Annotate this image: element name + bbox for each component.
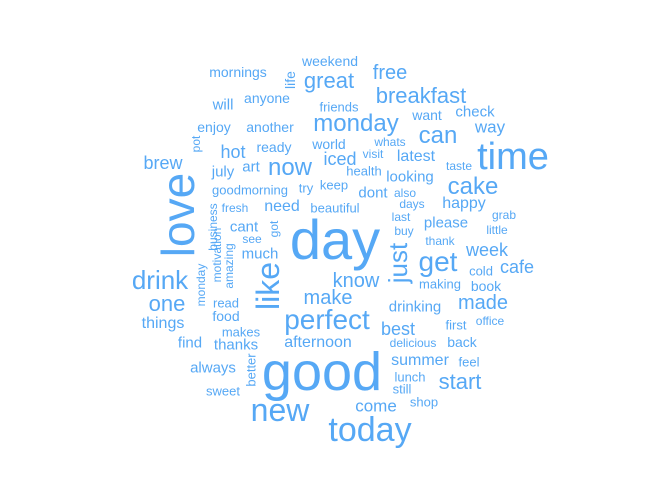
cloud-word: whats (374, 135, 406, 149)
cloud-word: monday (194, 263, 208, 307)
cloud-word: things (141, 315, 185, 332)
cloud-word: got (267, 220, 281, 238)
cloud-word: cafe (499, 257, 535, 277)
cloud-word: way (474, 117, 506, 137)
cloud-word: now (267, 154, 313, 181)
cloud-word: makes (221, 324, 261, 340)
cloud-word: office (475, 314, 505, 328)
cloud-word: life (282, 71, 298, 89)
cloud-word: better (243, 353, 259, 387)
cloud-word: ready (256, 139, 292, 155)
cloud-word: like (250, 261, 286, 311)
cloud-word: see (242, 232, 262, 246)
cloud-word: start (438, 369, 482, 394)
cloud-word: looking (386, 168, 434, 186)
cloud-word: keep (319, 177, 349, 193)
cloud-word: monday (313, 110, 399, 137)
cloud-word: please (423, 214, 469, 232)
cloud-word: mornings (209, 64, 267, 80)
cloud-word: thanks (213, 336, 259, 354)
cloud-word: goodmorning (212, 182, 288, 198)
cloud-word: little (486, 223, 508, 237)
cloud-word: great (303, 68, 355, 93)
cloud-word: cake (447, 173, 499, 200)
cloud-word: making (419, 276, 461, 292)
cloud-word: days (399, 197, 425, 211)
cloud-word: cant (229, 218, 259, 236)
cloud-word: thank (425, 234, 455, 248)
cloud-word: july (211, 163, 235, 181)
cloud-word: dont (358, 184, 388, 202)
cloud-word: just (383, 242, 413, 284)
cloud-word: health (346, 163, 382, 179)
cloud-word: visit (362, 147, 384, 161)
cloud-word: cold (469, 263, 493, 279)
cloud-word: iced (323, 149, 357, 169)
cloud-word: another (246, 119, 294, 135)
cloud-word: find (177, 334, 203, 352)
cloud-word: made (457, 292, 509, 314)
cloud-word: still (392, 381, 412, 397)
cloud-word: much (241, 245, 279, 263)
cloud-word: motivation (210, 227, 224, 283)
cloud-word: good (261, 342, 383, 402)
cloud-word: art (242, 158, 260, 176)
cloud-word: lunch (394, 369, 426, 385)
cloud-word: pot (189, 135, 203, 153)
cloud-word: also (393, 186, 417, 200)
cloud-word: food (212, 308, 240, 324)
cloud-word: know (332, 270, 380, 292)
cloud-word: world (312, 136, 346, 152)
cloud-word: back (447, 334, 477, 350)
cloud-word: try (298, 180, 314, 196)
cloud-word: get (418, 246, 458, 277)
cloud-word: grab (491, 208, 517, 222)
cloud-word: want (412, 107, 442, 123)
cloud-word: need (264, 198, 300, 215)
cloud-word: read (212, 295, 240, 311)
cloud-word: love (152, 172, 204, 258)
cloud-word: perfect (284, 304, 370, 335)
cloud-word: happy (442, 195, 486, 212)
cloud-word: last (391, 210, 411, 224)
cloud-word: breakfast (375, 83, 467, 108)
cloud-word: free (372, 62, 408, 84)
cloud-word: today (328, 411, 412, 449)
cloud-word: friends (319, 99, 359, 115)
cloud-word: weekend (301, 53, 359, 69)
cloud-word: buy (394, 224, 414, 238)
cloud-word: always (190, 359, 236, 377)
cloud-word: day (289, 208, 381, 271)
cloud-word: new (250, 392, 310, 428)
cloud-word: book (470, 278, 502, 294)
cloud-word: sweet (206, 383, 240, 399)
cloud-word: drink (131, 265, 189, 295)
cloud-word: can (418, 122, 458, 149)
cloud-word: check (455, 103, 495, 121)
cloud-word: taste (445, 159, 473, 173)
cloud-word: week (465, 240, 509, 260)
cloud-word: feel (458, 354, 480, 370)
cloud-word: delicious (389, 336, 437, 350)
cloud-word: drinking (388, 298, 442, 316)
cloud-word: amazing (222, 243, 236, 289)
cloud-word: enjoy (197, 119, 231, 135)
cloud-word: make (303, 287, 353, 309)
cloud-word: first (445, 317, 467, 333)
cloud-word: come (355, 396, 397, 416)
cloud-word: anyone (244, 90, 290, 106)
cloud-word: shop (409, 394, 439, 410)
cloud-word: one (148, 291, 186, 316)
cloud-word: latest (396, 148, 436, 165)
cloud-word: beautiful (310, 200, 360, 216)
cloud-word: time (477, 136, 549, 178)
cloud-word: will (212, 96, 234, 114)
cloud-word: fresh (221, 201, 249, 215)
cloud-word: best (380, 319, 416, 339)
cloud-word: afternoon (284, 334, 352, 351)
cloud-word: brew (143, 153, 183, 173)
cloud-word: hot (220, 142, 246, 162)
cloud-word: summer (391, 352, 449, 369)
